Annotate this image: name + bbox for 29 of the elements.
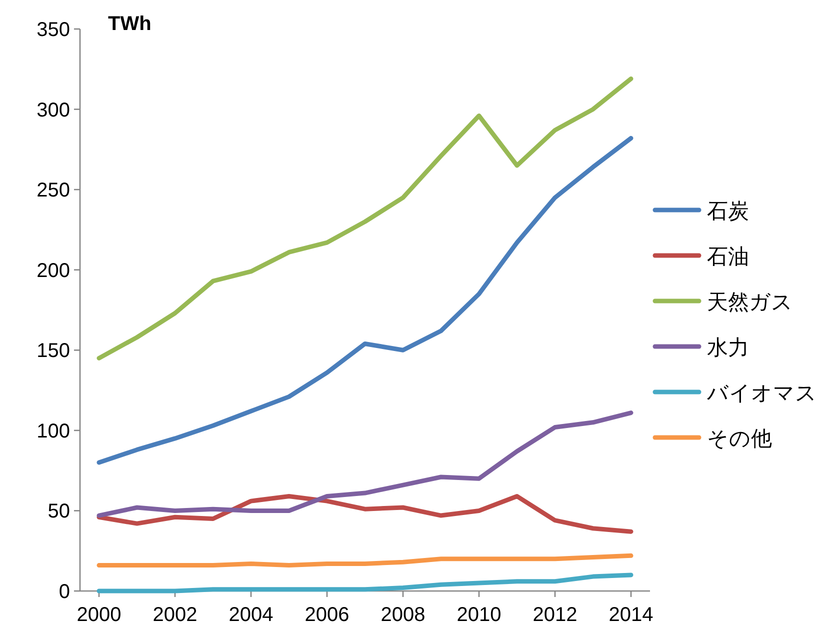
x-tick-label: 2008 <box>380 604 426 626</box>
x-tick-label: 2004 <box>228 604 274 626</box>
legend-label: 石炭 <box>707 200 749 223</box>
x-tick-label: 2006 <box>304 604 350 626</box>
y-tick-label: 250 <box>36 180 70 202</box>
y-tick-label: 50 <box>48 500 70 523</box>
legend-label: 石油 <box>707 246 749 268</box>
y-tick-label: 100 <box>36 420 70 442</box>
x-tick-label: 2012 <box>532 604 578 626</box>
y-tick-label: 150 <box>36 340 70 362</box>
line-series <box>96 572 634 594</box>
line-series <box>96 553 634 568</box>
line-series <box>96 410 634 518</box>
x-tick-label: 2000 <box>76 604 122 626</box>
y-axis-title: TWh <box>108 13 152 35</box>
legend-label: 水力 <box>707 336 749 360</box>
line-series <box>96 494 634 534</box>
x-tick-label: 2014 <box>608 604 654 626</box>
y-tick-label: 0 <box>58 581 70 603</box>
y-tick-label: 200 <box>36 260 70 282</box>
y-tick-label: 350 <box>36 19 70 41</box>
line-series <box>96 76 634 360</box>
line-series <box>96 136 634 465</box>
y-tick-label: 300 <box>36 99 70 122</box>
legend-label: バイオマス <box>706 382 817 405</box>
legend-label: 天然ガス <box>707 291 793 314</box>
x-tick-label: 2002 <box>152 604 198 626</box>
legend-label: その他 <box>707 428 772 450</box>
x-tick-label: 2010 <box>456 604 502 626</box>
